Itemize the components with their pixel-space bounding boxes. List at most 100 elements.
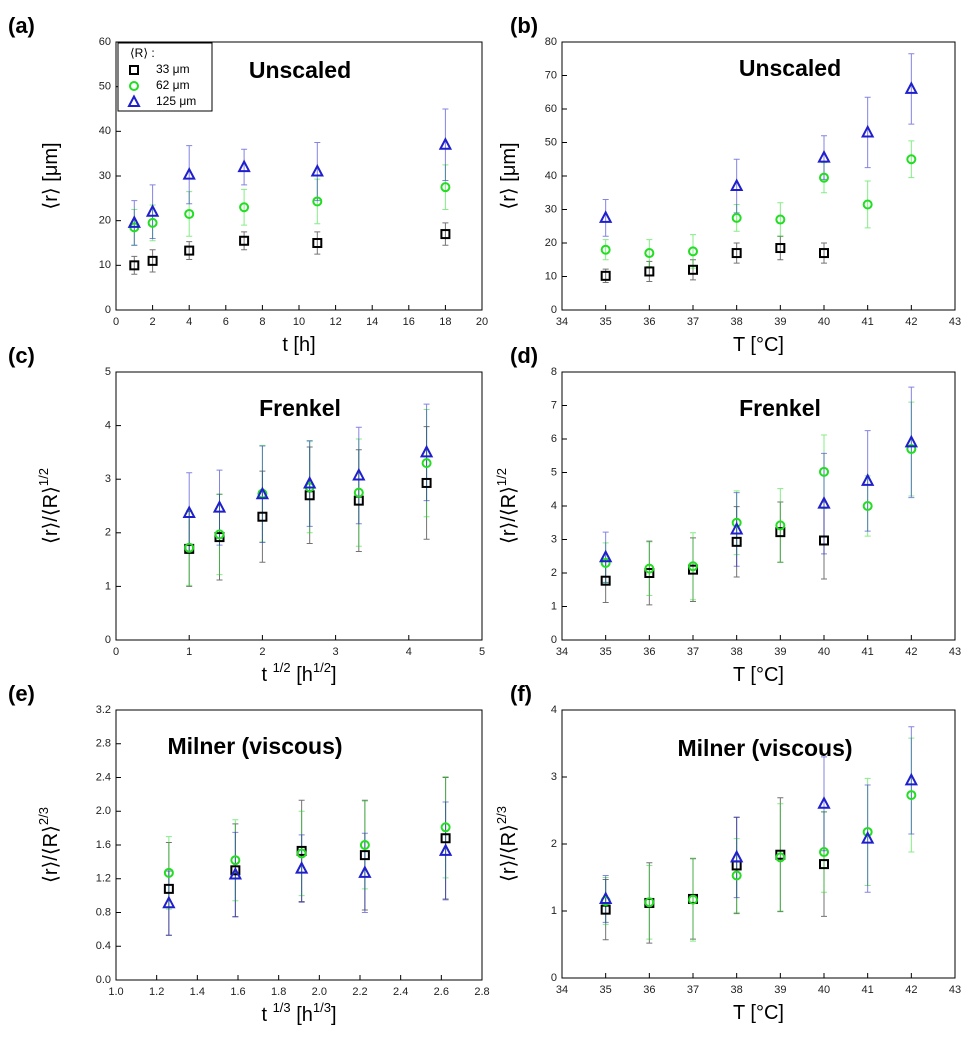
marker bbox=[600, 244, 611, 255]
y-tick-label: 0 bbox=[551, 972, 557, 984]
panel-label: (a) bbox=[8, 13, 35, 38]
x-tick-label: 37 bbox=[687, 984, 699, 996]
x-axis-label-part: [h bbox=[291, 1004, 313, 1026]
y-tick-label: 0.4 bbox=[96, 940, 111, 952]
marker bbox=[257, 511, 268, 522]
x-tick-label: 0 bbox=[113, 316, 119, 328]
marker bbox=[599, 549, 613, 563]
plot-frame bbox=[115, 371, 483, 641]
marker bbox=[358, 865, 372, 878]
x-tick-label: 37 bbox=[687, 316, 699, 328]
marker bbox=[440, 833, 451, 844]
marker bbox=[440, 182, 451, 193]
error-bar bbox=[864, 430, 871, 532]
legend-marker bbox=[129, 81, 139, 91]
x-tick-label: 43 bbox=[949, 984, 961, 996]
legend-label: 62 μm bbox=[156, 78, 190, 92]
marker bbox=[904, 81, 918, 94]
y-tick-label: 0.8 bbox=[96, 906, 111, 918]
y-tick-label: 1.6 bbox=[96, 839, 111, 851]
x-tick-label: 43 bbox=[949, 316, 961, 328]
marker bbox=[819, 248, 829, 259]
x-axis-label-part: ] bbox=[331, 1004, 337, 1026]
marker bbox=[644, 266, 655, 277]
legend-title: ⟨R⟩ : bbox=[130, 46, 155, 60]
error-bar bbox=[690, 857, 696, 942]
y-tick-label: 0 bbox=[551, 304, 557, 316]
x-tick-label: 1.0 bbox=[108, 986, 123, 998]
panel-label: (f) bbox=[510, 681, 532, 706]
legend-marker bbox=[127, 94, 141, 107]
error-bar bbox=[442, 108, 449, 181]
marker bbox=[644, 248, 655, 259]
error-bar bbox=[821, 756, 827, 852]
marker bbox=[239, 202, 250, 213]
x-tick-label: 2 bbox=[150, 316, 156, 328]
error-bar bbox=[733, 242, 740, 264]
x-axis-label-part: 1/2 bbox=[313, 660, 331, 675]
marker bbox=[688, 246, 698, 257]
y-tick-label: 10 bbox=[545, 270, 557, 282]
error-bar bbox=[908, 386, 915, 499]
marker bbox=[214, 529, 225, 540]
error-bar bbox=[864, 96, 871, 169]
y-tick-label: 30 bbox=[545, 203, 557, 215]
marker bbox=[184, 208, 195, 219]
x-tick-label: 36 bbox=[643, 984, 655, 996]
x-tick-label: 1 bbox=[186, 646, 192, 658]
x-tick-label: 34 bbox=[556, 984, 568, 996]
marker bbox=[904, 772, 918, 786]
x-tick-label: 35 bbox=[600, 646, 612, 658]
marker bbox=[775, 214, 786, 225]
error-bar bbox=[821, 242, 827, 264]
error-bar bbox=[733, 158, 740, 214]
error-bar bbox=[777, 235, 784, 261]
x-tick-label: 36 bbox=[643, 646, 655, 658]
error-bar bbox=[442, 801, 449, 901]
y-tick-label: 6 bbox=[551, 433, 557, 445]
y-axis-label: ⟨r⟩ [μm] bbox=[498, 142, 520, 209]
marker bbox=[688, 894, 698, 905]
legend-label: 125 μm bbox=[156, 94, 196, 108]
x-axis-label-part: T [°C] bbox=[733, 334, 784, 356]
legend-marker bbox=[129, 65, 139, 75]
marker bbox=[353, 487, 364, 498]
marker bbox=[184, 542, 195, 553]
x-tick-label: 38 bbox=[731, 316, 743, 328]
y-axis-label-part: ⟨r⟩/⟨R⟩ bbox=[498, 824, 520, 882]
error-bar bbox=[131, 255, 138, 275]
chart-title: Unscaled bbox=[249, 57, 351, 83]
x-tick-label: 1.6 bbox=[230, 986, 245, 998]
x-tick-label: 1.8 bbox=[271, 986, 286, 998]
marker bbox=[440, 229, 451, 240]
x-tick-label: 2.6 bbox=[434, 986, 449, 998]
marker bbox=[438, 137, 453, 150]
y-axis-label-part: ⟨r⟩/⟨R⟩ bbox=[40, 486, 62, 544]
y-tick-label: 4 bbox=[551, 500, 557, 512]
x-tick-label: 35 bbox=[600, 316, 612, 328]
x-tick-label: 39 bbox=[774, 984, 786, 996]
x-tick-label: 2.0 bbox=[312, 986, 327, 998]
marker bbox=[228, 866, 243, 880]
marker bbox=[688, 564, 698, 575]
legend-label: 33 μm bbox=[156, 62, 190, 76]
panel-label: (c) bbox=[8, 343, 35, 368]
x-axis-label-part: ] bbox=[331, 664, 337, 686]
error-bar bbox=[314, 142, 321, 202]
error-bar bbox=[646, 239, 653, 267]
y-axis-label-part: 1/2 bbox=[36, 468, 51, 486]
error-bar bbox=[259, 445, 266, 543]
error-bar bbox=[777, 803, 784, 912]
y-tick-label: 2 bbox=[105, 527, 111, 539]
x-axis-label-part: t bbox=[261, 664, 272, 686]
error-bar bbox=[602, 239, 609, 261]
marker bbox=[731, 248, 742, 259]
marker bbox=[212, 499, 227, 513]
x-tick-label: 2 bbox=[259, 646, 265, 658]
error-bar bbox=[314, 231, 321, 255]
error-bar bbox=[186, 241, 193, 261]
legend: ⟨R⟩ :33 μm 62 μm 125 μm bbox=[117, 42, 213, 112]
plot-frame bbox=[561, 41, 956, 311]
marker bbox=[819, 466, 829, 477]
marker bbox=[861, 124, 875, 138]
